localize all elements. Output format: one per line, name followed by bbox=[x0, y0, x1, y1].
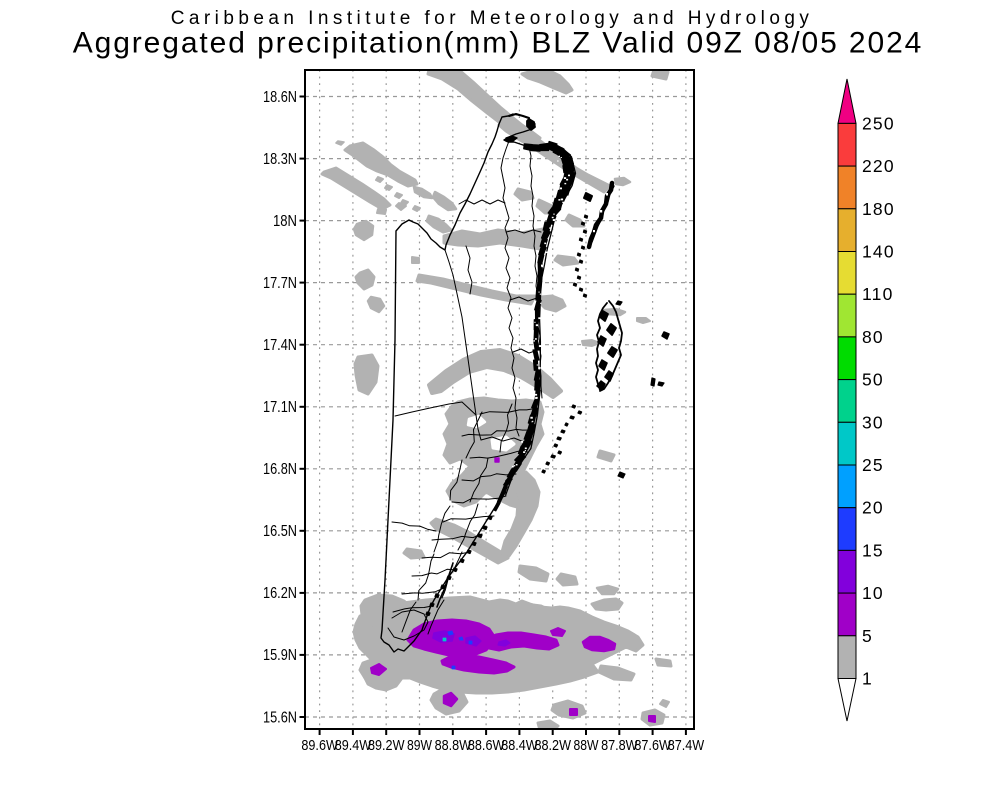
svg-text:17.7N: 17.7N bbox=[263, 275, 297, 292]
svg-text:80: 80 bbox=[862, 327, 884, 347]
svg-text:88.2W: 88.2W bbox=[535, 737, 572, 754]
svg-text:88.4W: 88.4W bbox=[501, 737, 538, 754]
svg-text:17.4N: 17.4N bbox=[263, 337, 297, 354]
svg-text:Caribbean Institute for Meteor: Caribbean Institute for Meteorology and … bbox=[171, 8, 814, 29]
svg-text:16.2N: 16.2N bbox=[263, 585, 297, 602]
svg-text:110: 110 bbox=[862, 284, 894, 304]
svg-text:16.5N: 16.5N bbox=[263, 523, 297, 540]
svg-text:18N: 18N bbox=[273, 213, 297, 230]
svg-text:250: 250 bbox=[862, 113, 895, 133]
svg-text:89.4W: 89.4W bbox=[335, 737, 372, 754]
svg-text:18.6N: 18.6N bbox=[263, 89, 297, 106]
svg-text:25: 25 bbox=[862, 455, 884, 475]
svg-text:87.8W: 87.8W bbox=[601, 737, 638, 754]
svg-text:15.6N: 15.6N bbox=[263, 709, 297, 726]
svg-text:88.6W: 88.6W bbox=[468, 737, 505, 754]
svg-text:30: 30 bbox=[862, 412, 884, 432]
svg-text:15: 15 bbox=[862, 540, 884, 560]
svg-text:88.8W: 88.8W bbox=[435, 737, 472, 754]
svg-text:140: 140 bbox=[862, 242, 895, 262]
svg-text:5: 5 bbox=[862, 626, 873, 646]
svg-text:180: 180 bbox=[862, 199, 895, 219]
svg-text:10: 10 bbox=[862, 583, 884, 603]
svg-text:Aggregated precipitation(mm) B: Aggregated precipitation(mm) BLZ Valid 0… bbox=[73, 27, 924, 60]
svg-text:15.9N: 15.9N bbox=[263, 647, 297, 664]
svg-text:20: 20 bbox=[862, 498, 884, 518]
svg-text:17.1N: 17.1N bbox=[263, 399, 297, 416]
svg-text:87.6W: 87.6W bbox=[634, 737, 671, 754]
svg-text:50: 50 bbox=[862, 370, 884, 390]
svg-text:89.6W: 89.6W bbox=[301, 737, 338, 754]
svg-text:89W: 89W bbox=[407, 737, 433, 754]
svg-text:88W: 88W bbox=[574, 737, 600, 754]
svg-text:87.4W: 87.4W bbox=[668, 737, 705, 754]
svg-text:18.3N: 18.3N bbox=[263, 151, 297, 168]
svg-text:89.2W: 89.2W bbox=[368, 737, 405, 754]
svg-text:1: 1 bbox=[862, 669, 873, 689]
svg-text:16.8N: 16.8N bbox=[263, 461, 297, 478]
svg-text:220: 220 bbox=[862, 156, 895, 176]
